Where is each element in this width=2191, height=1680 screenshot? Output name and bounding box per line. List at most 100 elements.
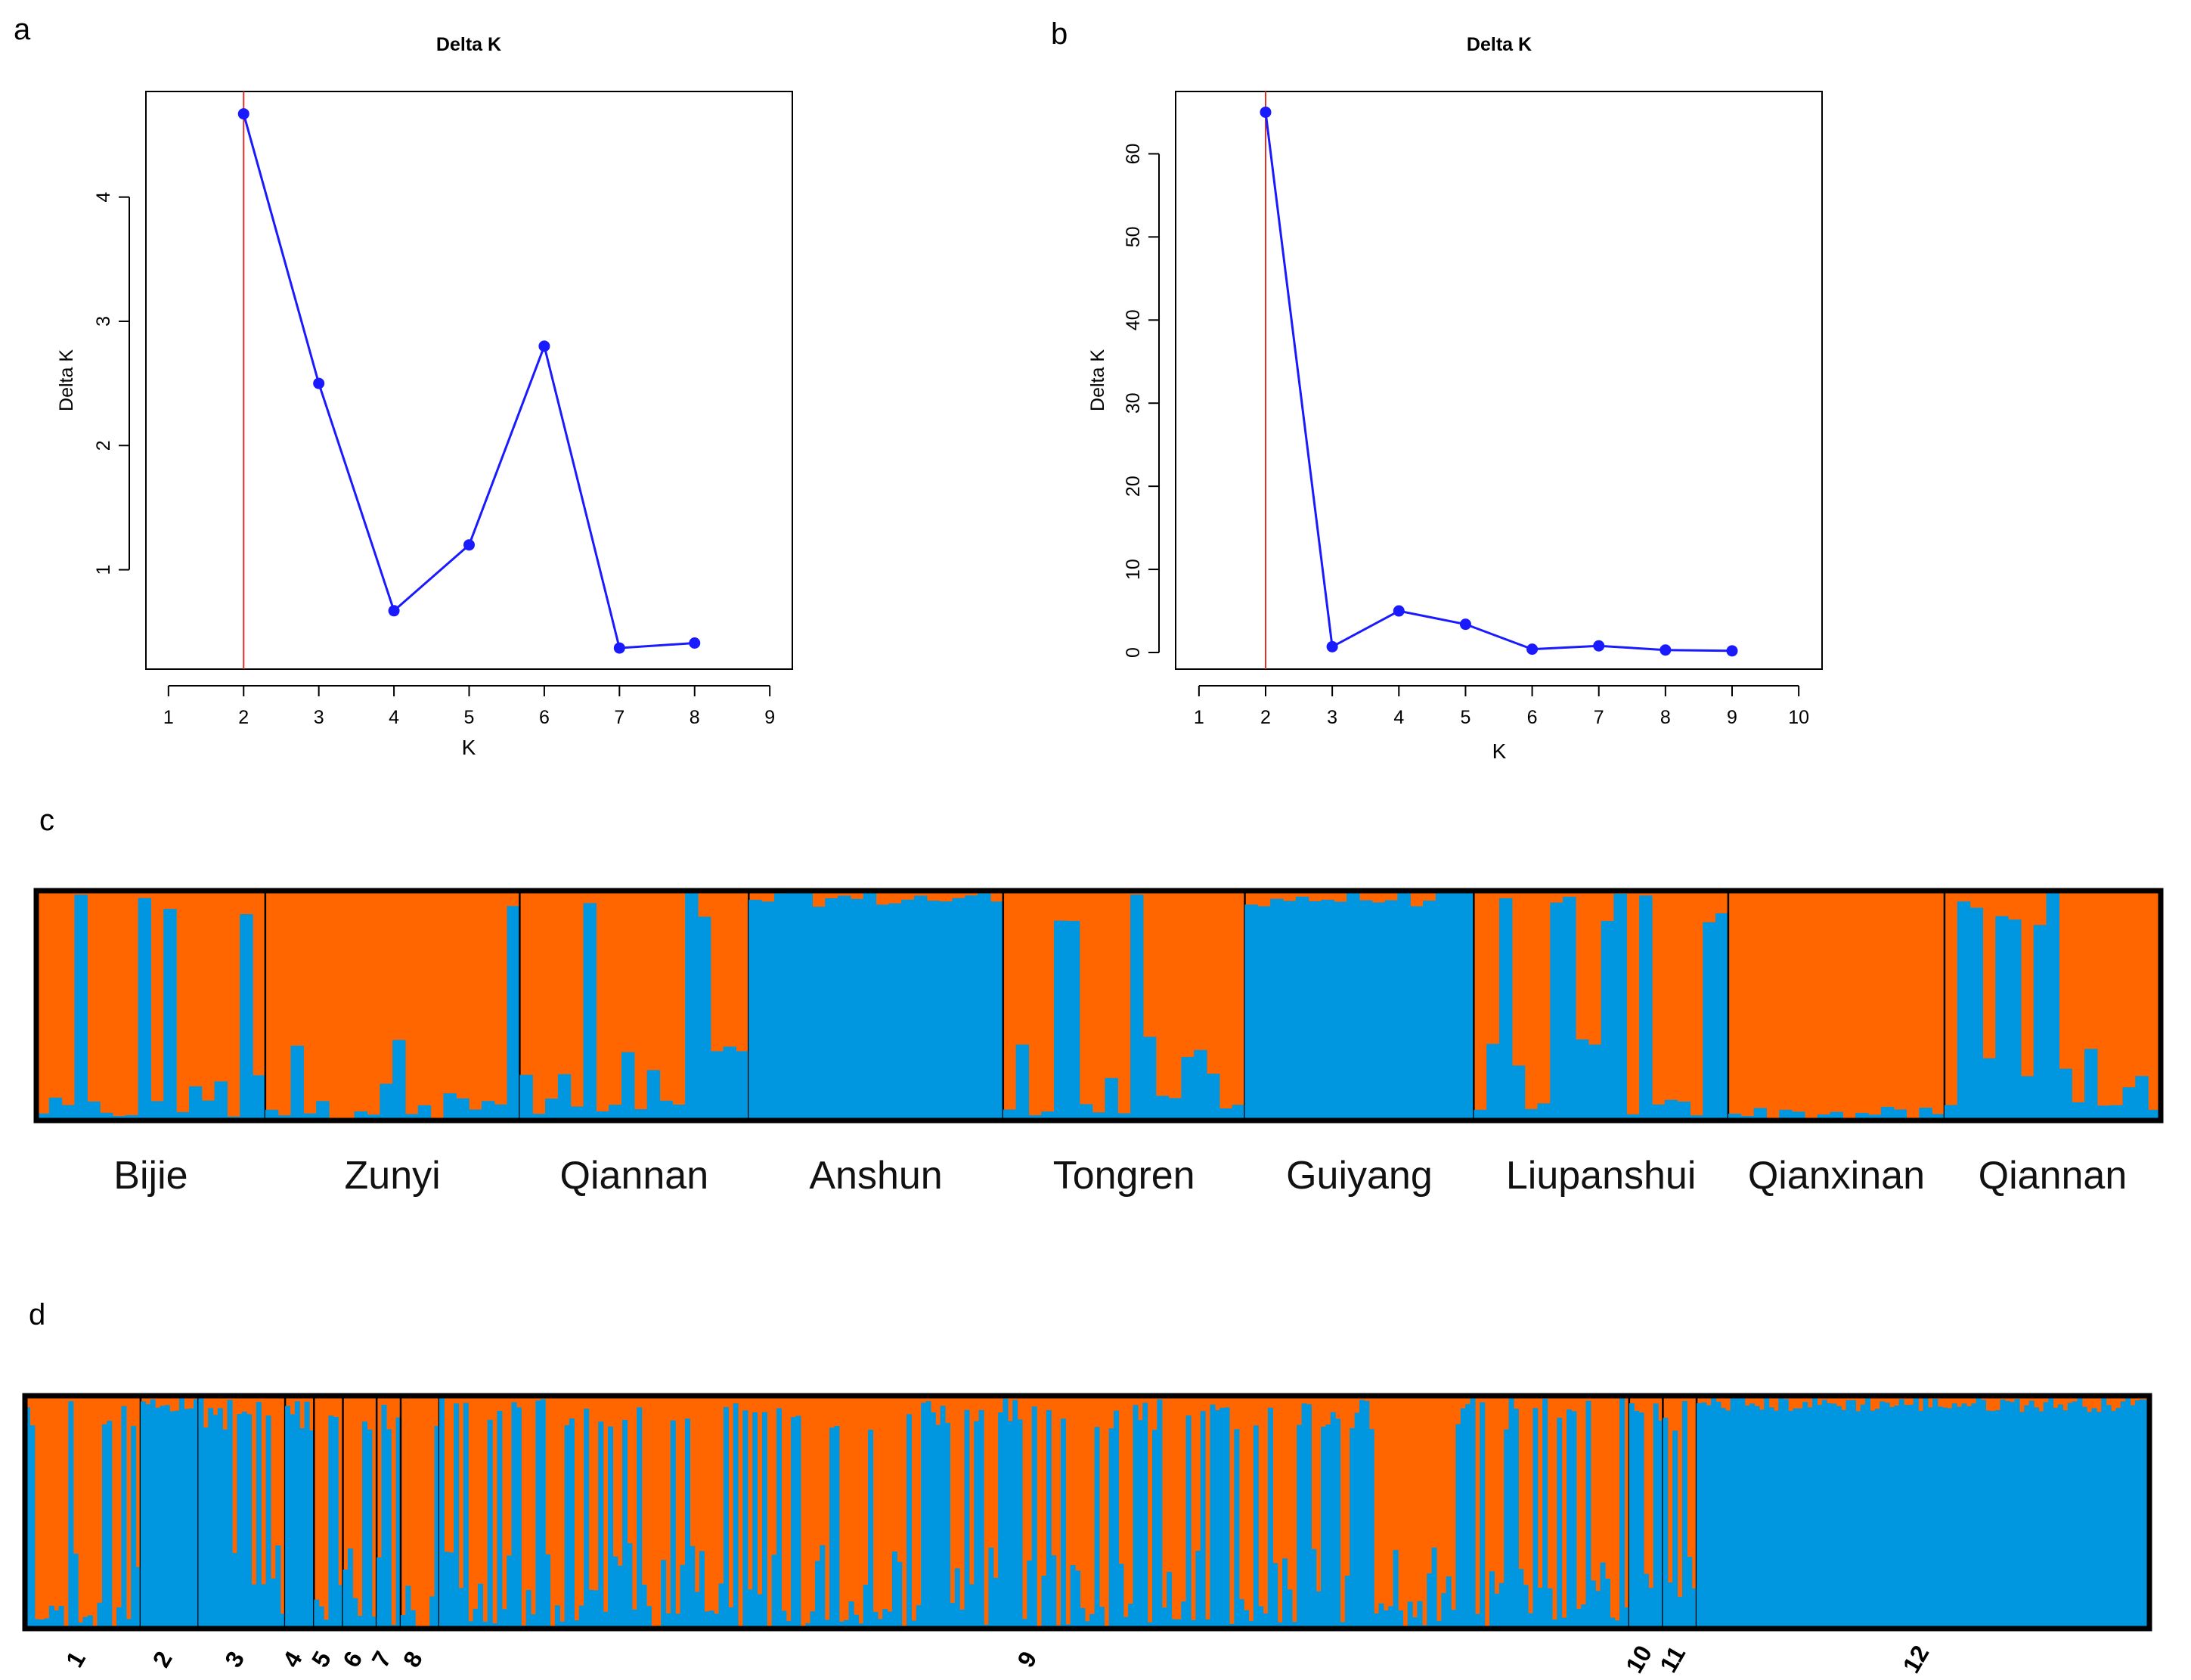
structure-d-individual-bar: [887, 1611, 893, 1629]
structure-d-individual-bar: [728, 1607, 734, 1629]
structure-d-individual-bar: [1778, 1398, 1784, 1629]
structure-d-individual-bar: [1532, 1408, 1539, 1629]
structure-d-individual-bar: [501, 1609, 507, 1629]
structure-d-individual-bar: [2081, 1406, 2087, 1629]
structure-d-individual-bar: [617, 1565, 623, 1629]
structure-c-individual-bar: [2084, 1049, 2098, 1121]
structure-c-group-label: Guiyang: [1286, 1154, 1433, 1198]
structure-c-individual-bar: [1601, 920, 1615, 1121]
structure-d-individual-bar: [2034, 1407, 2040, 1629]
structure-d-individual-bar: [150, 1399, 156, 1629]
chart-b-title: Delta K: [1467, 34, 1532, 55]
structure-d-individual-bar: [463, 1403, 469, 1629]
structure-d-individual-bar: [820, 1545, 826, 1629]
structure-d-individual-bar: [1980, 1399, 1986, 1629]
chart-b-x-tick-label: 8: [1660, 707, 1671, 728]
structure-d-individual-bar: [1610, 1617, 1616, 1629]
structure-c-individual-bar: [2008, 919, 2022, 1121]
structure-d-individual-bar: [1012, 1399, 1018, 1629]
chart-a-plot-frame: [145, 91, 793, 670]
structure-d-individual-bar: [877, 1619, 883, 1629]
structure-c-individual-bar: [1410, 906, 1424, 1121]
structure-d-individual-bar: [135, 1567, 141, 1629]
structure-d-individual-bar: [1595, 1591, 1601, 1629]
structure-c-individual-bar: [1257, 906, 1271, 1121]
structure-c-individual-bar: [1232, 1105, 1246, 1121]
structure-d-individual-bar: [174, 1410, 180, 1629]
structure-d-individual-bar: [1383, 1610, 1389, 1629]
structure-d-individual-bar: [1567, 1409, 1572, 1629]
structure-c-individual-bar: [2135, 1076, 2149, 1121]
structure-d-individual-bar: [477, 1583, 483, 1629]
structure-d-individual-bar: [1619, 1397, 1625, 1629]
structure-d-group-label: 4: [277, 1647, 308, 1672]
structure-d-individual-bar: [637, 1407, 643, 1629]
structure-d-individual-bar: [2072, 1401, 2078, 1629]
structure-d-individual-bar: [1253, 1425, 1259, 1629]
structure-d-individual-bar: [1114, 1410, 1120, 1629]
structure-c-individual-bar: [939, 901, 953, 1121]
structure-c-individual-bar: [978, 893, 991, 1121]
structure-c-individual-bar: [74, 894, 88, 1121]
chart-a-yaxis: 1 2 3 4: [93, 192, 130, 575]
structure-d-individual-bar: [2062, 1410, 2069, 1629]
structure-d-individual-bar: [1898, 1399, 1904, 1629]
structure-c-individual-bar: [1130, 894, 1144, 1121]
structure-c-individual-bar: [812, 907, 826, 1121]
structure-d-individual-bar: [993, 1577, 999, 1629]
structure-d-individual-bar: [607, 1426, 613, 1629]
chart-a-x-tick-label: 8: [690, 707, 700, 728]
structure-d-individual-bar: [1219, 1407, 1226, 1629]
structure-c-individual-bar: [1474, 1109, 1487, 1121]
chart-b: Delta K 1 2 3 4 5 6 7 8 9 10 0 10 20 30 40 50 60 K Delt…: [1087, 34, 1823, 763]
structure-d-individual-bar: [140, 1401, 146, 1629]
structure-d-individual-bar: [1094, 1427, 1100, 1629]
structure-c-individual-bar: [214, 1081, 228, 1121]
structure-d-individual-bar: [950, 1603, 956, 1629]
structure-c-individual-bar: [1703, 922, 1716, 1121]
structure-d-individual-bar: [1075, 1570, 1081, 1629]
structure-c-individual-bar: [1105, 1077, 1118, 1121]
chart-a-y-tick-label: 3: [93, 316, 114, 327]
chart-a-x-tick-label: 7: [614, 707, 624, 728]
structure-d-individual-bar: [1966, 1406, 1972, 1629]
chart-a-x-tick-label: 9: [764, 707, 775, 728]
chart-b-x-tick-label: 9: [1727, 707, 1737, 728]
chart-a-x-tick-label: 1: [163, 707, 174, 728]
structure-d-individual-bar: [1874, 1409, 1880, 1629]
structure-d-individual-bar: [757, 1594, 763, 1629]
structure-d-individual-bar: [1957, 1406, 1963, 1629]
structure-d-individual-bar: [2077, 1396, 2083, 1629]
structure-c-individual-bar: [456, 1098, 470, 1121]
structure-d-individual-bar: [1470, 1396, 1476, 1629]
structure-c-individual-bar: [48, 1097, 63, 1121]
chart-b-x-tick-label: 5: [1460, 707, 1470, 728]
structure-d-individual-bar: [1306, 1404, 1312, 1629]
structure-d-individual-bar: [2048, 1396, 2054, 1629]
structure-d-individual-bar: [1672, 1430, 1678, 1629]
structure-d-individual-bar: [684, 1418, 690, 1629]
structure-d-individual-bar: [1017, 1419, 1023, 1629]
structure-d-individual-bar: [752, 1412, 758, 1629]
structure-d-individual-bar: [1518, 1569, 1524, 1629]
chart-b-x-tick-label: 3: [1327, 707, 1337, 728]
structure-c-individual-bar: [1486, 1043, 1500, 1121]
structure-d-individual-bar: [747, 1589, 753, 1629]
structure-d-individual-bar: [39, 1619, 45, 1629]
structure-d-individual-bar: [347, 1548, 353, 1629]
structure-d-individual-bar: [1258, 1606, 1264, 1629]
structure-d-individual-bar: [87, 1615, 93, 1629]
structure-d-individual-bar: [1576, 1608, 1582, 1629]
structure-c-individual-bar: [443, 1093, 457, 1121]
structure-d-individual-bar: [1234, 1429, 1240, 1629]
structure-c-individual-bar: [1117, 1113, 1131, 1121]
structure-d-individual-bar: [603, 1611, 609, 1629]
structure-d-individual-bar: [978, 1409, 984, 1629]
chart-a-y-tick-label: 4: [93, 192, 114, 203]
structure-c-individual-bar: [1753, 1108, 1767, 1121]
chart-a-x-tick-label: 5: [464, 707, 475, 728]
structure-d-individual-bar: [1007, 1421, 1013, 1629]
structure-d-individual-bar: [473, 1608, 479, 1629]
structure-c-individual-bar: [736, 1051, 749, 1121]
structure-d-individual-bar: [1297, 1424, 1303, 1629]
